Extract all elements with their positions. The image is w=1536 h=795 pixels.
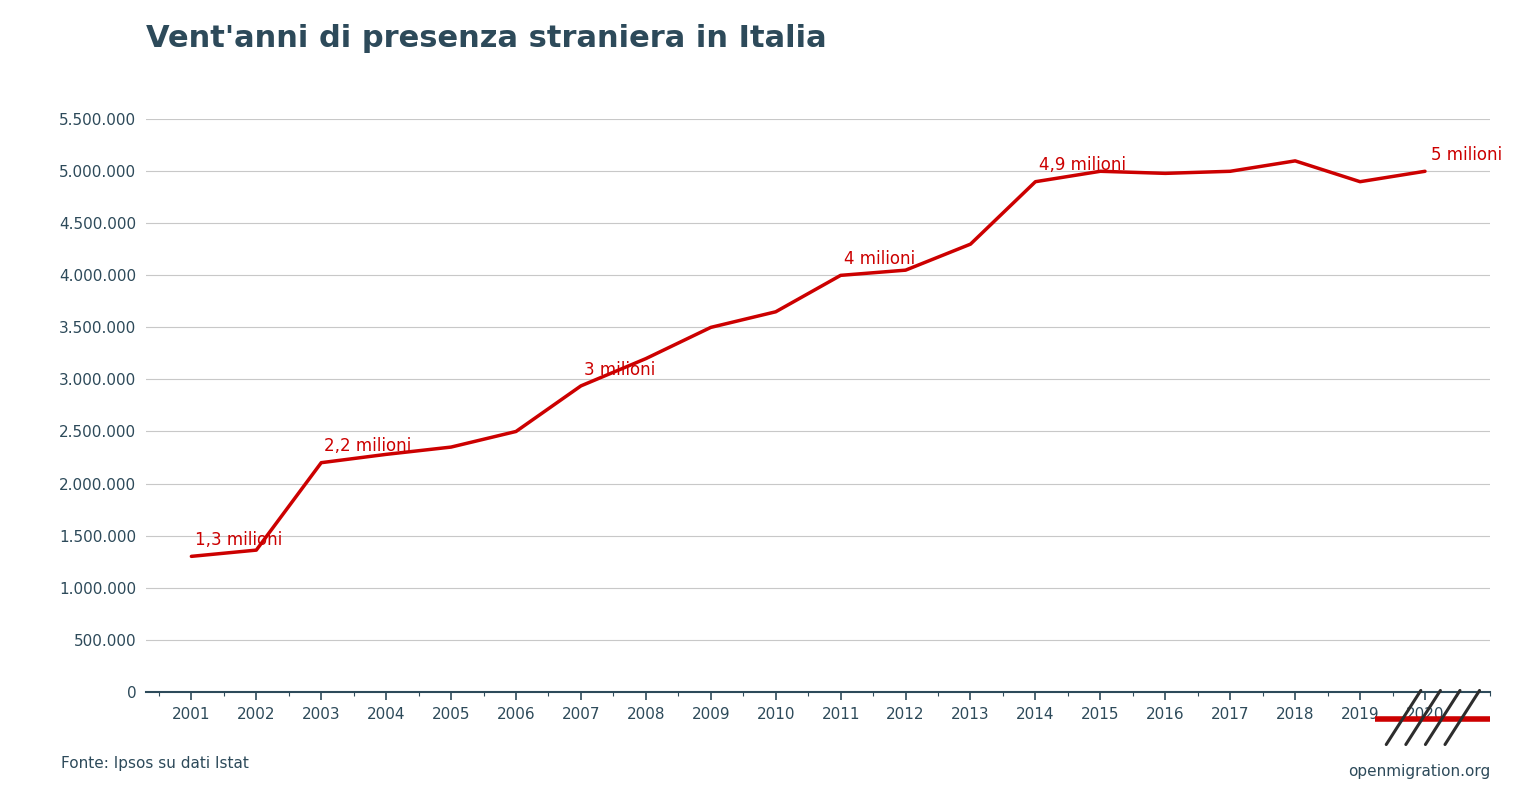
Text: Vent'anni di presenza straniera in Italia: Vent'anni di presenza straniera in Itali… <box>146 24 826 52</box>
Text: 5 milioni: 5 milioni <box>1432 146 1502 164</box>
Text: 4 milioni: 4 milioni <box>843 250 915 268</box>
Text: 4,9 milioni: 4,9 milioni <box>1038 157 1126 174</box>
Text: Fonte: Ipsos su dati Istat: Fonte: Ipsos su dati Istat <box>61 756 249 771</box>
Text: openmigration.org: openmigration.org <box>1347 764 1490 779</box>
Text: 1,3 milioni: 1,3 milioni <box>195 531 283 549</box>
Text: 2,2 milioni: 2,2 milioni <box>324 437 412 456</box>
Text: 3 milioni: 3 milioni <box>584 361 656 378</box>
